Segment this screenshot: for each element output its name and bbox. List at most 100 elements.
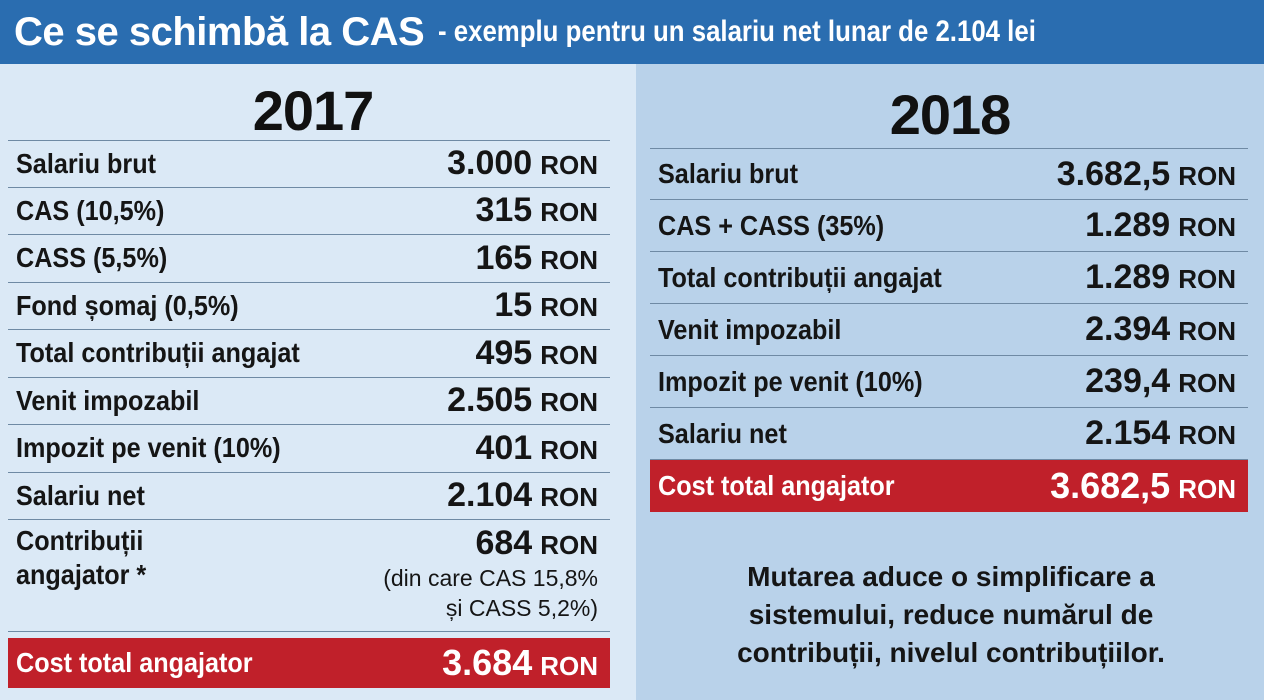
row-unit: RON <box>1178 264 1236 294</box>
row-unit: RON <box>540 434 598 465</box>
row-amount: 495 <box>475 333 533 372</box>
table-row: CASS (5,5%) 165 RON <box>8 235 610 283</box>
row-value: 239,4 RON <box>1085 362 1236 401</box>
row-unit: RON <box>1178 420 1236 450</box>
row-amount: 3.684 <box>442 642 533 683</box>
row-label: Cost total angajator <box>16 647 253 678</box>
row-amount: 3.682,5 <box>1050 465 1171 506</box>
row-label: CAS (10,5%) <box>16 194 165 226</box>
row-amount: 1.289 <box>1085 258 1171 296</box>
row-amount: 239,4 <box>1085 362 1171 400</box>
row-label: Total contribuții angajat <box>658 261 942 293</box>
table-row: Venit impozabil 2.505 RON <box>8 378 610 425</box>
row-amount: 1.289 <box>1085 206 1171 244</box>
table-row: Salariu net 2.154 RON <box>650 408 1248 460</box>
row-label: Fond șomaj (0,5%) <box>16 289 239 321</box>
row-unit: RON <box>1178 474 1236 504</box>
total-cost-row: Cost total angajator 3.684 RON <box>8 638 610 688</box>
row-unit: RON <box>1178 316 1236 346</box>
row-unit: RON <box>540 530 598 560</box>
rows-2018: Salariu brut 3.682,5 RON CAS + CASS (35%)… <box>650 148 1248 512</box>
table-row: Impozit pe venit (10%) 401 RON <box>8 425 610 473</box>
row-amount: 401 <box>475 428 533 467</box>
row-label: Venit impozabil <box>16 384 200 416</box>
row-amount: 2.505 <box>447 381 533 420</box>
row-label: Impozit pe venit (10%) <box>658 365 923 397</box>
row-label: Total contribuții angajat <box>16 337 300 369</box>
page-title: Ce se schimbă la CAS <box>14 9 425 54</box>
page-subtitle: - exemplu pentru un salariu net lunar de… <box>438 15 1037 48</box>
employer-contributions-row: Contribuții angajator * 684 RON (din care … <box>8 520 610 632</box>
row-value: 3.682,5 RON <box>1050 465 1236 507</box>
row-value: 495 RON <box>475 334 598 373</box>
row-value: 1.289 RON <box>1085 258 1236 297</box>
row-value: 401 RON <box>475 429 598 468</box>
year-heading-2018: 2018 <box>889 83 1012 146</box>
table-row: Salariu net 2.104 RON <box>8 473 610 520</box>
row-label: Contribuții angajator * <box>16 524 146 592</box>
row-label: Impozit pe venit (10%) <box>16 432 281 464</box>
row-amount: 2.154 <box>1085 414 1171 452</box>
row-unit: RON <box>1178 368 1236 398</box>
row-label: CAS + CASS (35%) <box>658 209 885 241</box>
footnote-line: (din care CAS 15,8% <box>383 565 598 591</box>
row-amount: 315 <box>475 191 533 230</box>
table-row: CAS (10,5%) 315 RON <box>8 188 610 235</box>
total-cost-row: Cost total angajator 3.682,5 RON <box>650 460 1248 512</box>
table-row: Impozit pe venit (10%) 239,4 RON <box>650 356 1248 408</box>
label-line: Contribuții <box>16 525 144 556</box>
message-line: Mutarea aduce o simplificare a <box>747 561 1155 592</box>
row-amount: 15 <box>494 286 533 325</box>
table-row: Total contribuții angajat 1.289 RON <box>650 252 1248 304</box>
row-value: 3.000 RON <box>447 144 598 183</box>
row-label: Salariu net <box>658 417 787 449</box>
row-amount: 684 <box>475 524 533 562</box>
row-amount: 2.394 <box>1085 310 1171 348</box>
table-row: CAS + CASS (35%) 1.289 RON <box>650 200 1248 252</box>
row-unit: RON <box>1178 212 1236 242</box>
footnote-line: și CASS 5,2%) <box>445 595 598 621</box>
row-value: 2.154 RON <box>1085 414 1236 453</box>
row-unit: RON <box>540 197 598 228</box>
row-unit: RON <box>540 292 598 323</box>
row-unit: RON <box>540 482 598 513</box>
row-value: 3.682,5 RON <box>1057 155 1236 194</box>
row-value: 1.289 RON <box>1085 206 1236 245</box>
row-value: 3.684 RON <box>442 642 598 684</box>
message-line: sistemului, reduce numărul de <box>748 599 1154 630</box>
row-label: Cost total angajator <box>658 470 895 501</box>
rows-2017: Salariu brut 3.000 RON CAS (10,5%) 315 RON… <box>8 140 610 688</box>
row-unit: RON <box>540 244 598 275</box>
summary-message: Mutarea aduce o simplificare a sistemulu… <box>676 558 1226 672</box>
header-banner: Ce se schimbă la CAS - exemplu pentru un… <box>0 0 1264 64</box>
row-unit: RON <box>1178 160 1236 191</box>
message-line: contribuții, nivelul contribuțiilor. <box>737 637 1165 668</box>
row-value: 2.104 RON <box>447 476 598 515</box>
row-value: 2.394 RON <box>1085 310 1236 349</box>
row-value: 2.505 RON <box>447 381 598 420</box>
row-amount: 2.104 <box>447 476 533 515</box>
table-row: Fond șomaj (0,5%) 15 RON <box>8 283 610 330</box>
row-unit: RON <box>540 387 598 418</box>
row-unit: RON <box>540 339 598 370</box>
row-amount: 165 <box>475 238 533 277</box>
panel-2018: 2018 Salariu brut 3.682,5 RON CAS + CASS … <box>636 64 1264 700</box>
row-amount: 3.682,5 <box>1056 154 1171 193</box>
table-row: Venit impozabil 2.394 RON <box>650 304 1248 356</box>
row-value: 684 RON (din care CAS 15,8% și CASS 5,2%) <box>383 524 598 623</box>
row-label: Venit impozabil <box>658 313 842 345</box>
row-value: 315 RON <box>475 191 598 230</box>
row-unit: RON <box>540 651 598 681</box>
row-label: Salariu net <box>16 479 145 511</box>
year-heading-2017: 2017 <box>252 79 375 142</box>
row-label: CASS (5,5%) <box>16 242 168 274</box>
row-value: 15 RON <box>494 286 598 325</box>
row-label: Salariu brut <box>658 158 799 189</box>
panel-2017: 2017 Salariu brut 3.000 RON CAS (10,5%) 3… <box>0 64 636 700</box>
row-unit: RON <box>540 150 598 181</box>
table-row: Total contribuții angajat 495 RON <box>8 330 610 378</box>
table-row: Salariu brut 3.682,5 RON <box>650 148 1248 200</box>
label-line: angajator * <box>16 559 147 590</box>
row-amount: 3.000 <box>447 144 533 183</box>
row-label: Salariu brut <box>16 147 157 179</box>
